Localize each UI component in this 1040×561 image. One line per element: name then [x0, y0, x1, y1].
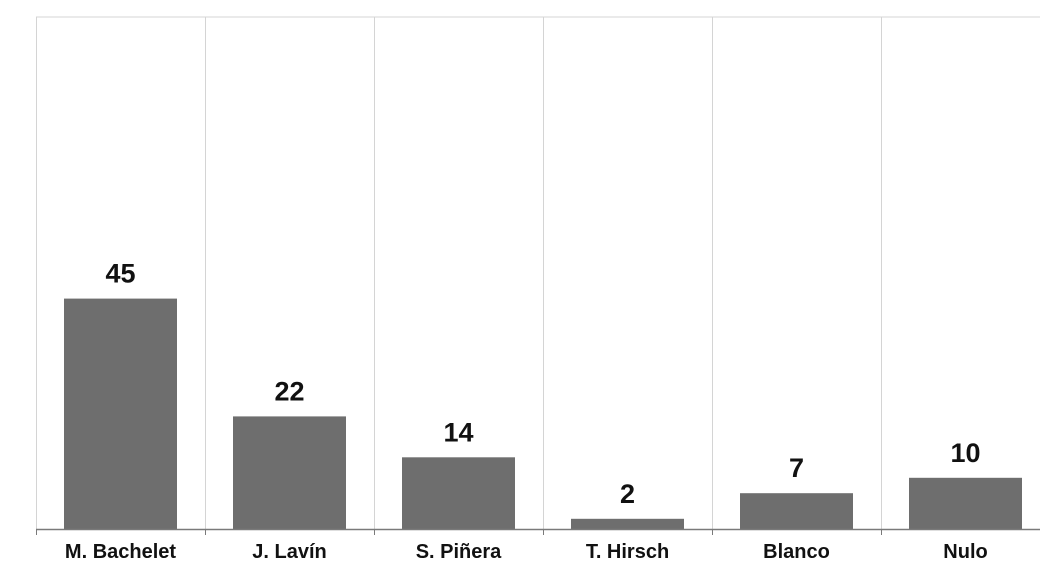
- bar: [233, 416, 346, 529]
- bars-layer: [64, 298, 1022, 529]
- data-label: 14: [443, 417, 473, 447]
- bar: [909, 477, 1022, 529]
- bar: [571, 518, 684, 529]
- category-label: Nulo: [943, 541, 987, 561]
- data-label: 45: [105, 259, 135, 289]
- grid-layer: [36, 16, 1040, 529]
- bar: [64, 298, 177, 529]
- category-label: J. Lavín: [252, 541, 326, 561]
- category-label: M. Bachelet: [65, 541, 176, 561]
- x-axis: [36, 528, 1040, 535]
- data-label: 22: [274, 376, 304, 406]
- category-label: S. Piñera: [416, 541, 502, 561]
- data-label: 10: [950, 438, 980, 468]
- bar: [740, 493, 853, 529]
- data-label: 2: [620, 479, 635, 509]
- data-labels-layer: 45 22 14 2 7 10: [105, 259, 980, 509]
- category-label: Blanco: [763, 541, 830, 561]
- category-label: T. Hirsch: [586, 541, 669, 561]
- category-labels-layer: M. Bachelet J. Lavín S. Piñera T. Hirsch Bla…: [65, 541, 988, 561]
- data-label: 7: [789, 453, 804, 483]
- bar: [402, 457, 515, 529]
